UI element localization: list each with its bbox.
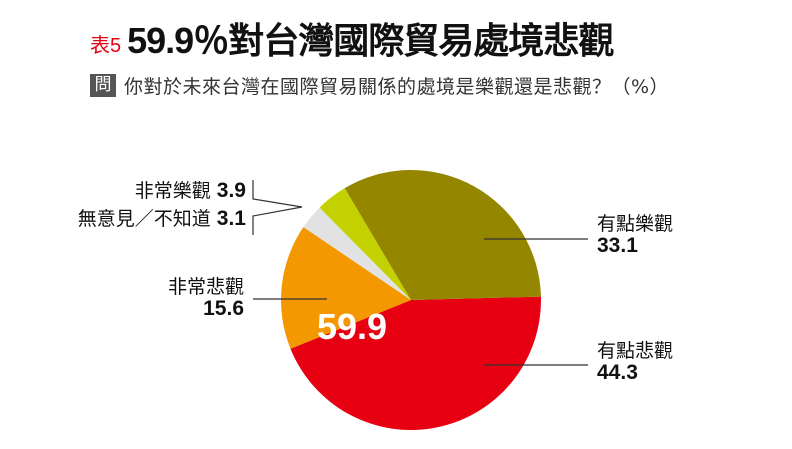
question-text: 你對於未來台灣在國際貿易關係的處境是樂觀還是悲觀？（%） [124,76,670,98]
pie-slice [280,227,411,349]
label-name: 有點樂觀 [597,213,674,235]
pie-slice [303,207,411,300]
pie-slice [290,296,542,431]
chart-title: 表5 59.9％對台灣國際貿易處境悲觀 [90,14,614,64]
label-somewhat-pessimistic: 有點悲觀 44.3 [597,340,673,384]
pie-slice [319,188,411,300]
question-row: 問 你對於未來台灣在國際貿易關係的處境是樂觀還是悲觀？（%） [90,72,669,99]
pessimistic-total-value: 59.9 [317,306,388,347]
label-value: 44.3 [597,361,638,384]
label-very-optimistic: 非常樂觀 3.9 [134,179,246,203]
label-no-opinion: 無意見／不知道 3.1 [77,207,246,231]
label-very-pessimistic: 非常悲觀 15.6 [168,276,244,320]
label-somewhat-optimistic: 有點樂觀 33.1 [597,213,673,257]
label-value: 3.9 [216,179,246,202]
label-name: 有點悲觀 [597,340,674,362]
label-name: 非常樂觀 [134,180,211,202]
label-name: 無意見／不知道 [77,208,211,230]
label-value: 3.1 [216,207,246,230]
table-number: 表5 [90,35,122,57]
question-badge: 問 [90,74,116,97]
label-value: 15.6 [203,297,244,320]
pie-slices [280,169,542,431]
pie-slice [344,169,541,300]
label-name: 非常悲觀 [167,276,244,298]
title-text: 59.9％對台灣國際貿易處境悲觀 [127,20,614,61]
label-value: 33.1 [597,234,638,257]
callout-bracket [252,180,303,235]
